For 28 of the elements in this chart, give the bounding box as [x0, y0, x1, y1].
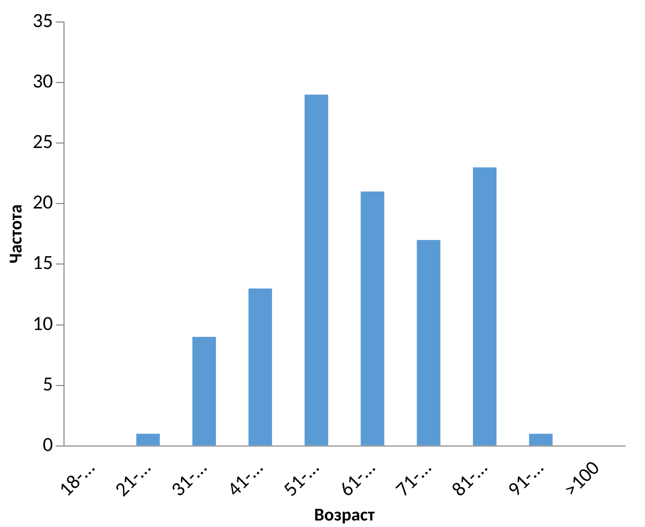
x-tick-label: >100 [559, 456, 605, 502]
x-tick-label: 21-… [110, 456, 156, 502]
y-tick-label: 20 [32, 190, 53, 215]
x-tick-label: 31-… [166, 456, 212, 502]
bar [416, 240, 440, 446]
y-tick-label: 10 [32, 312, 53, 336]
y-tick-label: 5 [42, 372, 53, 396]
x-tick-label: 41-… [222, 456, 268, 502]
y-tick-label: 15 [32, 251, 53, 276]
y-tick-label: 30 [32, 70, 53, 94]
y-tick-label: 25 [32, 130, 53, 154]
y-tick-label: 35 [32, 9, 53, 33]
bar [529, 434, 553, 446]
y-axis-title: Частота [4, 204, 26, 264]
bar [304, 94, 328, 446]
x-tick-label: 81-… [447, 456, 493, 502]
x-tick-label: 18-… [54, 456, 100, 502]
x-tick-label: 61-… [334, 456, 380, 502]
x-tick-label: 71-… [390, 456, 437, 502]
bar [360, 192, 384, 446]
bar [136, 434, 160, 446]
y-tick-label: 0 [42, 432, 53, 457]
x-tick-label: 51-… [278, 456, 324, 502]
bar [472, 167, 496, 446]
bar [248, 288, 272, 446]
bar [192, 336, 216, 446]
x-tick-label: 91-… [503, 456, 549, 502]
x-axis-title: Возраст [314, 504, 375, 526]
